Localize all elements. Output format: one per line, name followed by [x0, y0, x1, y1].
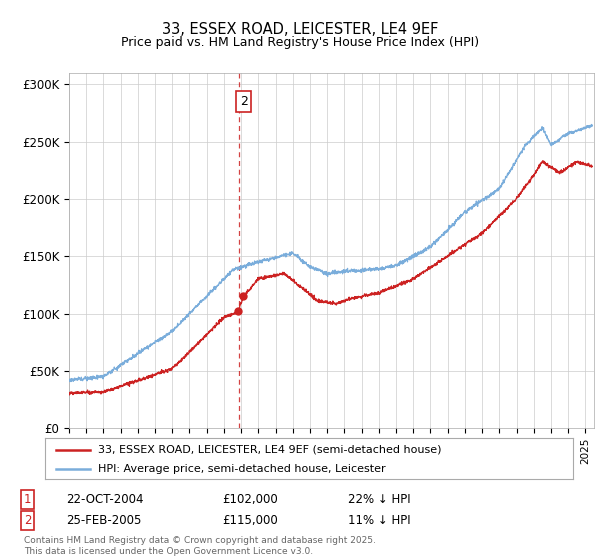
Text: 22-OCT-2004: 22-OCT-2004 [66, 493, 143, 506]
Text: £115,000: £115,000 [222, 514, 278, 528]
Text: 1: 1 [24, 493, 32, 506]
Text: 2: 2 [24, 514, 32, 528]
Text: 11% ↓ HPI: 11% ↓ HPI [348, 514, 410, 528]
Text: £102,000: £102,000 [222, 493, 278, 506]
Text: 33, ESSEX ROAD, LEICESTER, LE4 9EF (semi-detached house): 33, ESSEX ROAD, LEICESTER, LE4 9EF (semi… [98, 445, 442, 455]
Text: 2: 2 [240, 95, 248, 108]
Text: Contains HM Land Registry data © Crown copyright and database right 2025.
This d: Contains HM Land Registry data © Crown c… [24, 536, 376, 556]
Text: Price paid vs. HM Land Registry's House Price Index (HPI): Price paid vs. HM Land Registry's House … [121, 36, 479, 49]
Text: 25-FEB-2005: 25-FEB-2005 [66, 514, 142, 528]
Text: HPI: Average price, semi-detached house, Leicester: HPI: Average price, semi-detached house,… [98, 464, 385, 474]
Text: 33, ESSEX ROAD, LEICESTER, LE4 9EF: 33, ESSEX ROAD, LEICESTER, LE4 9EF [162, 22, 438, 38]
Text: 22% ↓ HPI: 22% ↓ HPI [348, 493, 410, 506]
